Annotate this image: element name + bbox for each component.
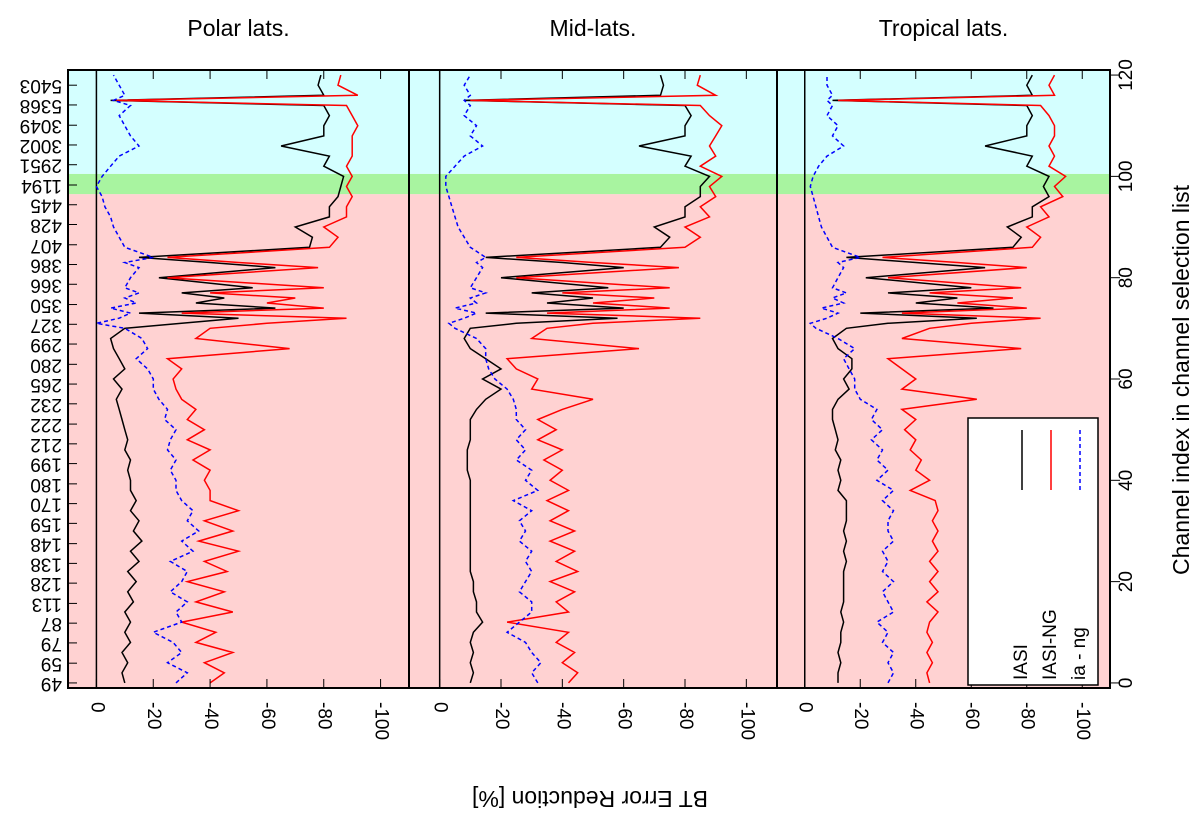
y-tick-label: 0 — [1116, 678, 1137, 689]
y-tick-label: 40 — [1116, 470, 1137, 491]
series-line — [109, 74, 345, 684]
x-tick-label: -40 — [552, 702, 573, 729]
band — [409, 173, 777, 195]
x-tick-label: -80 — [675, 702, 696, 729]
band — [409, 194, 777, 688]
x-tick-label: -60 — [257, 702, 278, 729]
y-tick-label: 20 — [1116, 571, 1137, 592]
y-tick-label: 327 — [30, 314, 62, 335]
series-line — [831, 74, 1051, 683]
y-tick-label: 1194 — [21, 175, 62, 196]
series-line — [463, 74, 711, 684]
y-tick-label: 199 — [30, 454, 62, 475]
x-tick-label: -100 — [1072, 702, 1093, 740]
band — [777, 173, 1110, 195]
y-tick-label: 180 — [30, 474, 62, 495]
panel-title: Tropical lats. — [879, 15, 1009, 41]
y-tick-label: 100 — [1116, 161, 1137, 193]
y-tick-label: 138 — [30, 553, 62, 574]
y-tick-label: 79 — [41, 633, 62, 654]
y-tick-label: 445 — [30, 195, 62, 216]
x-tick-label: -80 — [1017, 702, 1038, 729]
y-tick-label: 212 — [30, 434, 62, 455]
y-tick-label: 5368 — [20, 95, 62, 116]
x-tick-label: -20 — [143, 702, 164, 729]
band — [68, 194, 409, 688]
band — [68, 173, 409, 195]
x-tick-label: -40 — [200, 702, 221, 729]
y-tick-label: 159 — [30, 513, 62, 534]
x-tick-label: -60 — [961, 702, 982, 729]
series-line — [837, 74, 1067, 684]
x-tick-label: -20 — [491, 702, 512, 729]
x-tick-label: -40 — [906, 702, 927, 729]
y-tick-label: 3049 — [20, 115, 62, 136]
y-tick-label: 366 — [30, 274, 62, 295]
x-tick-label: -60 — [614, 702, 635, 729]
legend-label: IASI — [1011, 644, 1032, 680]
y-tick-label: 386 — [30, 255, 62, 276]
y-tick-label: 265 — [30, 374, 62, 395]
y-tick-label: 60 — [1116, 368, 1137, 389]
y-tick-label: 148 — [30, 534, 62, 555]
x-tick-label: -20 — [850, 702, 871, 729]
legend-label: IASI-NG — [1040, 609, 1061, 680]
series-line — [445, 74, 542, 684]
y-tick-label: 120 — [1116, 59, 1137, 91]
y-tick-label: 80 — [1116, 267, 1137, 288]
x-axis-label: BT Error Reduction [%] — [472, 786, 708, 812]
y-tick-label: 2951 — [20, 155, 62, 176]
series-line — [95, 74, 200, 684]
y-tick-label: 222 — [30, 414, 62, 435]
y-tick-label: 280 — [30, 354, 62, 375]
x-tick-label: -80 — [314, 702, 335, 729]
y-axis-label: Channel index in channel selection list — [1168, 184, 1194, 575]
y-tick-label: 128 — [30, 573, 62, 594]
y-tick-label: 59 — [41, 653, 62, 674]
series-line — [470, 74, 724, 684]
x-tick-label: -100 — [736, 702, 757, 740]
y-tick-label: 5403 — [20, 75, 62, 96]
series-line — [116, 74, 359, 684]
y-tick-label: 87 — [41, 613, 62, 634]
x-tick-label: 0 — [86, 702, 107, 713]
y-tick-label: 113 — [32, 593, 62, 614]
series-line — [808, 75, 895, 684]
x-tick-label: 0 — [795, 702, 816, 713]
legend: IASI IASI-NG ia - ng — [967, 417, 1099, 686]
y-tick-label: 170 — [30, 494, 62, 515]
y-tick-label: 3002 — [20, 135, 62, 156]
legend-box — [967, 417, 1099, 686]
y-tick-label: 407 — [30, 235, 62, 256]
x-tick-label: 0 — [430, 702, 451, 713]
y-tick-label: 49 — [41, 673, 62, 694]
y-tick-label: 232 — [30, 394, 62, 415]
panel-title: Mid-lats. — [550, 15, 637, 41]
y-tick-label: 350 — [30, 295, 62, 316]
legend-label: ia - ng — [1069, 627, 1090, 680]
x-tick-label: -100 — [371, 702, 392, 740]
y-tick-label: 299 — [30, 334, 62, 355]
y-tick-label: 428 — [30, 214, 62, 235]
panel-title: Polar lats. — [187, 15, 289, 41]
